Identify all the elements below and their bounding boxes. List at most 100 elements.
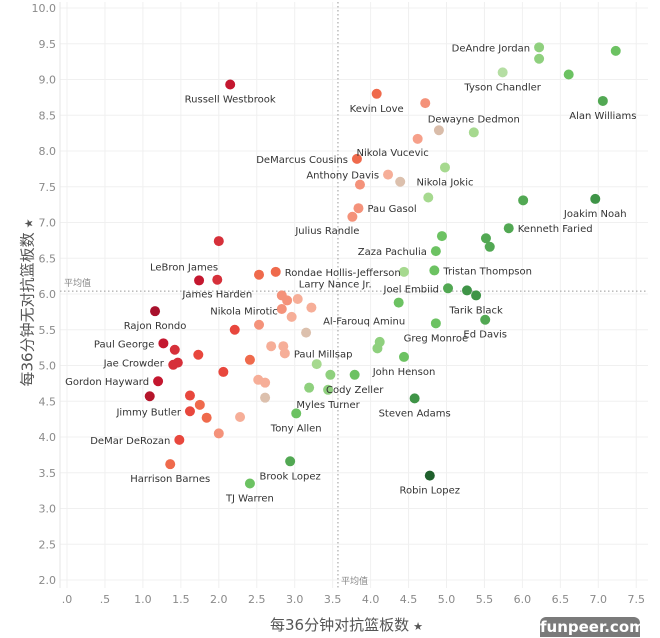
data-point — [194, 399, 205, 410]
data-point — [351, 153, 362, 164]
data-point — [610, 45, 621, 56]
data-point — [169, 344, 180, 355]
x-tick-label: 1.5 — [172, 593, 190, 606]
data-point — [349, 369, 360, 380]
x-tick-label: 4.5 — [400, 593, 418, 606]
point-label: James Harden — [181, 290, 252, 301]
point-label: Nikola Vucevic — [357, 148, 429, 159]
data-point — [229, 324, 240, 335]
point-label: Pau Gasol — [367, 204, 416, 215]
watermark: funpeer.com — [540, 617, 645, 637]
y-tick-label: 4.5 — [39, 395, 57, 408]
data-point — [461, 285, 472, 296]
x-average-label: 平均值 — [341, 575, 368, 587]
point-label: Rajon Rondo — [124, 321, 187, 332]
data-point — [429, 265, 440, 276]
pin-icon: ★ — [413, 620, 423, 633]
point-label: Steven Adams — [379, 408, 451, 419]
point-label: Dewayne Dedmon — [428, 114, 520, 125]
data-point — [590, 193, 601, 204]
y-axis-title-text: 每36分钟无对抗篮板数 — [18, 232, 37, 387]
data-point — [266, 341, 277, 352]
data-point — [503, 223, 514, 234]
data-point — [172, 357, 183, 368]
y-tick-label: 7.0 — [39, 217, 57, 230]
data-point — [235, 411, 246, 422]
y-tick-label: 8.0 — [39, 145, 57, 158]
point-label: Al-Farouq Aminu — [323, 317, 405, 328]
x-axis-title[interactable]: 每36分钟对抗篮板数 ★ — [270, 614, 423, 635]
data-point — [279, 348, 290, 359]
x-tick-label: 5.5 — [476, 593, 494, 606]
data-point — [347, 211, 358, 222]
data-points — [144, 42, 621, 489]
y-tick-label: 2.5 — [39, 538, 57, 551]
grid-lines — [59, 2, 648, 588]
x-tick-label: 4.0 — [362, 593, 380, 606]
data-point — [244, 354, 255, 365]
data-point — [260, 377, 271, 388]
data-point — [534, 53, 545, 64]
data-point — [158, 338, 169, 349]
y-tick-label: 7.5 — [39, 181, 57, 194]
data-point — [412, 133, 423, 144]
data-point — [563, 69, 574, 80]
data-point — [285, 456, 296, 467]
data-point — [480, 314, 491, 325]
y-tick-label: 9.5 — [39, 38, 57, 51]
x-tick-label: 3.5 — [324, 593, 342, 606]
data-point — [430, 246, 441, 257]
point-label: Zaza Pachulia — [358, 247, 427, 258]
point-label: DeMarcus Cousins — [256, 155, 348, 166]
data-point — [597, 95, 608, 106]
y-tick-label: 6.0 — [39, 288, 57, 301]
point-label: Ed Davis — [463, 330, 507, 341]
point-label: Alan Williams — [569, 111, 636, 122]
data-point — [325, 369, 336, 380]
data-point — [218, 366, 229, 377]
point-label: Joel Embiid — [383, 284, 440, 295]
point-label: Gordon Hayward — [65, 377, 149, 388]
y-tick-label: 5.5 — [39, 324, 57, 337]
x-tick-label: 6.0 — [514, 593, 532, 606]
point-labels: Russell Westbrook DeAndre Jordan Tyson Cha… — [65, 43, 636, 504]
pin-icon: ★ — [22, 218, 36, 229]
x-axis-title-text: 每36分钟对抗篮板数 — [270, 616, 410, 634]
point-label: Robin Lopez — [400, 486, 461, 497]
x-tick-label: 1.0 — [134, 593, 152, 606]
point-label: Rondae Hollis-Jefferson — [285, 268, 401, 279]
y-tick-label: 4.0 — [39, 431, 57, 444]
data-point — [194, 275, 205, 286]
y-tick-label: 6.5 — [39, 252, 57, 265]
x-tick-label: 2.0 — [210, 593, 228, 606]
data-point — [276, 304, 287, 315]
point-label: TJ Warren — [225, 493, 274, 504]
data-point — [484, 241, 495, 252]
data-point — [184, 406, 195, 417]
data-point — [213, 428, 224, 439]
data-point — [254, 269, 265, 280]
data-point — [184, 390, 195, 401]
data-point — [423, 192, 434, 203]
point-label: John Henson — [372, 367, 436, 378]
x-tick-label: .5 — [100, 593, 111, 606]
data-point — [270, 266, 281, 277]
x-tick-label: 7.5 — [628, 593, 646, 606]
data-point — [301, 327, 312, 338]
axis-ticks: .0 .5 1.0 1.5 2.0 2.5 3.0 3.5 4.0 4.5 5.0 5.5 6.0 6.5… — [32, 2, 646, 606]
point-label: Tyson Chandler — [463, 82, 541, 93]
point-label: Nikola Mirotic — [210, 307, 278, 318]
point-label: Larry Nance Jr. — [299, 279, 372, 290]
y-tick-label: 3.5 — [39, 467, 57, 480]
data-point — [398, 266, 409, 277]
data-point — [436, 231, 447, 242]
point-label: Joakim Noah — [563, 209, 627, 220]
y-tick-label: 5.0 — [39, 360, 57, 373]
data-point — [244, 478, 255, 489]
data-point — [286, 311, 297, 322]
data-point — [353, 203, 364, 214]
data-point — [212, 274, 223, 285]
data-point — [260, 392, 271, 403]
y-axis-title[interactable]: 每36分钟无对抗篮板数 ★ — [17, 208, 38, 398]
data-point — [395, 176, 406, 187]
